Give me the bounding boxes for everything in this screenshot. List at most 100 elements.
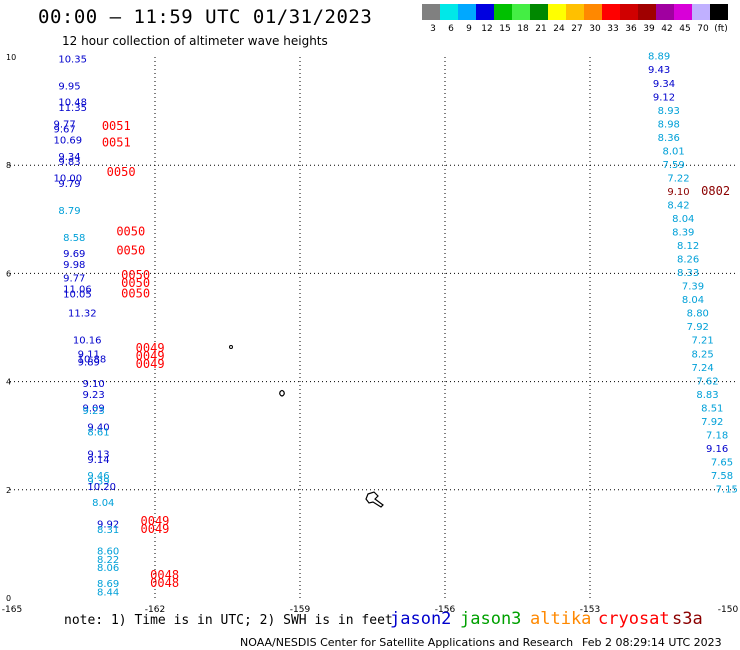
satellite-s3a: s3a bbox=[672, 609, 703, 629]
x-tick-label: -156 bbox=[435, 605, 456, 615]
y-tick-label: 4 bbox=[6, 378, 11, 387]
y-tick-label: 6 bbox=[6, 269, 11, 278]
time-label: 0049 bbox=[136, 341, 165, 355]
page-title: 00:00 — 11:59 UTC 01/31/2023 bbox=[38, 6, 373, 28]
wave-height-value: 7.21 bbox=[692, 336, 714, 347]
satellite-altika: altika bbox=[530, 609, 592, 629]
wave-height-value: 8.33 bbox=[677, 268, 699, 279]
wave-height-value: 8.01 bbox=[663, 146, 685, 157]
legend-label: 9 bbox=[466, 24, 472, 34]
wave-height-value: 9.13 bbox=[87, 449, 109, 460]
wave-height-value: 9.46 bbox=[87, 471, 109, 482]
legend-swatch bbox=[710, 4, 728, 20]
legend-swatch bbox=[476, 4, 494, 20]
legend-swatch bbox=[602, 4, 620, 20]
wave-height-value: 9.39 bbox=[87, 476, 109, 487]
time-label: 0049 bbox=[136, 357, 165, 371]
wave-height-value: 10.69 bbox=[54, 136, 83, 147]
time-label: 0050 bbox=[121, 287, 150, 301]
time-label: 0048 bbox=[150, 576, 179, 590]
time-label: 0802 bbox=[701, 184, 730, 198]
wave-height-value: 7.58 bbox=[711, 471, 733, 482]
wave-height-value: 8.44 bbox=[97, 587, 119, 598]
generation-timestamp: Feb 2 08:29:14 UTC 2023 bbox=[582, 636, 722, 649]
legend-label: 12 bbox=[481, 24, 493, 34]
time-label: 0050 bbox=[121, 268, 150, 282]
wave-height-value: 10.16 bbox=[73, 336, 102, 347]
legend-label: 21 bbox=[535, 24, 547, 34]
wave-height-value: 11.35 bbox=[58, 103, 87, 114]
wave-height-value: 8.79 bbox=[58, 206, 80, 217]
wave-height-value: 9.16 bbox=[706, 444, 728, 455]
wave-height-value: 8.61 bbox=[87, 428, 109, 439]
time-label: 0049 bbox=[136, 349, 165, 363]
wave-height-value: 10.88 bbox=[78, 355, 107, 366]
time-label: 0048 bbox=[150, 568, 179, 582]
time-label: 0049 bbox=[141, 514, 170, 528]
footer-note: note: 1) Time is in UTC; 2) SWH is in fe… bbox=[64, 613, 393, 628]
legend-label: 24 bbox=[553, 24, 565, 34]
time-labels: 0051005100500050005000500050005000490049… bbox=[102, 119, 730, 590]
wave-height-value: 10.20 bbox=[87, 482, 116, 493]
wave-height-value: 8.26 bbox=[677, 255, 699, 266]
wave-height-value: 9.34 bbox=[653, 79, 675, 90]
wave-height-value: 9.77 bbox=[54, 119, 76, 130]
wave-height-value: 7.65 bbox=[711, 457, 733, 468]
wave-height-value: 10.35 bbox=[58, 54, 87, 65]
legend-label: 18 bbox=[517, 24, 529, 34]
wave-height-value: 8.39 bbox=[672, 228, 694, 239]
wave-height-value: 9.11 bbox=[78, 349, 100, 360]
wave-height-value: 8.22 bbox=[97, 555, 119, 566]
legend-label: 6 bbox=[448, 24, 454, 34]
wave-height-value: 8.42 bbox=[667, 200, 689, 211]
wave-height-value: 9.43 bbox=[648, 65, 670, 76]
x-tick-label: -162 bbox=[145, 605, 165, 615]
wave-height-value: 9.10 bbox=[667, 187, 689, 198]
credit-line: NOAA/NESDIS Center for Satellite Applica… bbox=[240, 636, 574, 649]
wave-height-value: 8.36 bbox=[658, 133, 680, 144]
legend-label: 42 bbox=[661, 24, 673, 34]
legend-swatch bbox=[692, 4, 710, 20]
wave-height-value: 8.98 bbox=[658, 119, 680, 130]
legend-swatch bbox=[620, 4, 638, 20]
wave-height-value: 8.80 bbox=[687, 309, 709, 320]
legend-label: (ft) bbox=[714, 24, 728, 34]
wave-height-value: 8.83 bbox=[696, 390, 718, 401]
satellite-jason2: jason2 bbox=[390, 609, 452, 629]
island-outline bbox=[279, 389, 285, 397]
wave-height-value: 9.69 bbox=[63, 249, 85, 260]
legend-swatch bbox=[566, 4, 584, 20]
legend-swatch bbox=[422, 4, 440, 20]
legend-label: 27 bbox=[571, 24, 583, 34]
time-label: 0049 bbox=[141, 522, 170, 536]
satellite-cryosat: cryosat bbox=[598, 609, 670, 629]
grid-lines bbox=[10, 57, 735, 598]
wave-height-value: 7.62 bbox=[696, 376, 718, 387]
wave-height-value: 8.25 bbox=[692, 349, 714, 360]
legend-swatch bbox=[530, 4, 548, 20]
wave-height-value: 8.60 bbox=[97, 547, 119, 558]
wave-height-value: 7.18 bbox=[706, 430, 728, 441]
y-tick-label: 0 bbox=[6, 594, 11, 603]
wave-height-value: 11.32 bbox=[68, 309, 97, 320]
legend-label: 70 bbox=[697, 24, 709, 34]
data-points: 10.359.9510.4811.359.779.6710.699.349.83… bbox=[54, 52, 738, 599]
wave-height-value: 7.92 bbox=[687, 322, 709, 333]
legend-label: 36 bbox=[625, 24, 637, 34]
time-label: 0051 bbox=[102, 135, 131, 149]
wave-height-value: 9.83 bbox=[58, 157, 80, 168]
wave-height-value: 7.39 bbox=[682, 282, 704, 293]
wave-height-value: 8.93 bbox=[658, 106, 680, 117]
wave-height-value: 9.89 bbox=[78, 357, 100, 368]
y-tick-label: 8 bbox=[6, 161, 11, 170]
x-tick-label: -150 bbox=[718, 605, 739, 615]
wave-height-value: 7.24 bbox=[692, 363, 714, 374]
wave-height-value: 7.15 bbox=[716, 485, 738, 496]
legend-label: 33 bbox=[607, 24, 619, 34]
legend-swatch bbox=[458, 4, 476, 20]
wave-height-value: 8.69 bbox=[97, 579, 119, 590]
legend-label: 15 bbox=[499, 24, 511, 34]
y-tick-label: 10 bbox=[6, 53, 16, 62]
wave-height-value: 8.06 bbox=[97, 563, 119, 574]
